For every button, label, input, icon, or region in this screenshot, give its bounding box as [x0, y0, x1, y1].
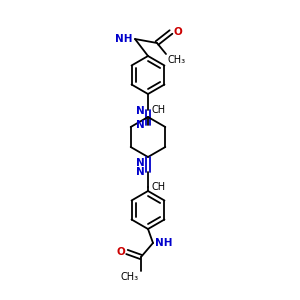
Text: CH₃: CH₃: [121, 272, 139, 282]
Text: NH: NH: [155, 238, 172, 248]
Text: N: N: [136, 120, 145, 130]
Text: CH: CH: [151, 105, 165, 115]
Text: N: N: [136, 167, 145, 177]
Text: CH₃: CH₃: [168, 55, 186, 65]
Text: CH: CH: [151, 182, 165, 192]
Text: N: N: [136, 106, 145, 116]
Text: NH: NH: [116, 34, 133, 44]
Text: O: O: [116, 247, 125, 257]
Text: O: O: [173, 27, 182, 37]
Text: N: N: [136, 158, 145, 168]
